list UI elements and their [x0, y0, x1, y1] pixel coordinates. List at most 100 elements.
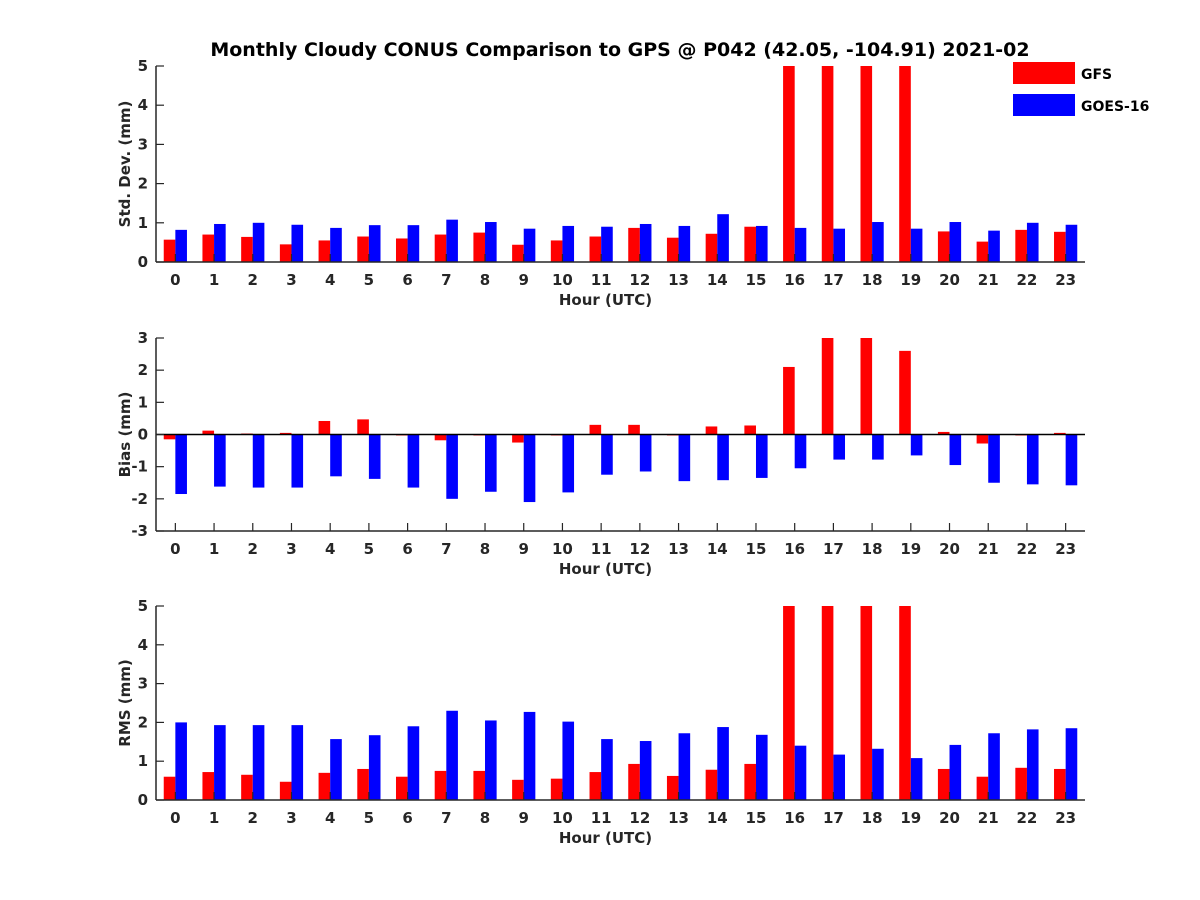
- bar-goes-16-hour-17: [833, 754, 846, 800]
- bar-gfs-hour-15: [744, 425, 756, 435]
- x-tick-label: 3: [286, 809, 296, 827]
- y-tick-label: 0: [138, 426, 148, 444]
- bar-goes-16-hour-6: [407, 434, 420, 488]
- bar-goes-16-hour-10: [562, 721, 575, 800]
- x-tick-label: 10: [552, 809, 573, 827]
- bar-goes-16-hour-7: [446, 219, 458, 262]
- bar-gfs-hour-6: [395, 238, 408, 262]
- bar-gfs-hour-21: [976, 434, 989, 444]
- bar-goes-16-hour-21: [988, 733, 1000, 800]
- bar-gfs-hour-19: [899, 606, 911, 800]
- bar-goes-16-hour-1: [214, 725, 226, 800]
- bar-goes-16-hour-10: [562, 225, 575, 262]
- chart-title: Monthly Cloudy CONUS Comparison to GPS @…: [210, 39, 1029, 61]
- x-tick-label: 15: [746, 271, 767, 289]
- bar-goes-16-hour-17: [833, 434, 846, 460]
- x-tick-label: 16: [784, 809, 805, 827]
- x-tick-label: 5: [364, 271, 374, 289]
- bar-goes-16-hour-5: [368, 434, 381, 479]
- x-tick-label: 3: [286, 271, 296, 289]
- x-tick-label: 11: [591, 540, 612, 558]
- bar-gfs-hour-22: [1015, 767, 1027, 800]
- y-tick-label: 2: [138, 713, 148, 731]
- bar-gfs-hour-7: [434, 234, 447, 262]
- x-tick-label: 5: [364, 540, 374, 558]
- bar-gfs-hour-0: [163, 434, 176, 440]
- x-tick-label: 19: [900, 271, 921, 289]
- bar-goes-16-hour-16: [794, 434, 807, 469]
- x-tick-label: 11: [591, 271, 612, 289]
- bar-goes-16-hour-14: [717, 214, 729, 262]
- y-tick-label: 5: [138, 57, 148, 75]
- bar-gfs-hour-4: [318, 240, 331, 262]
- bar-gfs-hour-11: [589, 424, 602, 435]
- bar-goes-16-hour-9: [523, 434, 536, 503]
- bar-goes-16-hour-3: [291, 224, 304, 262]
- legend-swatch: [1013, 62, 1075, 84]
- bar-gfs-hour-19: [899, 66, 911, 262]
- bar-goes-16-hour-2: [252, 434, 265, 488]
- x-tick-label: 10: [552, 271, 573, 289]
- bar-goes-16-hour-13: [678, 225, 691, 262]
- x-axis-label: Hour (UTC): [559, 829, 652, 847]
- bar-goes-16-hour-12: [639, 223, 652, 262]
- x-tick-label: 16: [784, 271, 805, 289]
- x-tick-label: 10: [552, 540, 573, 558]
- x-tick-label: 23: [1055, 540, 1076, 558]
- bar-goes-16-hour-15: [755, 225, 768, 262]
- bar-gfs-hour-15: [744, 763, 756, 800]
- bar-gfs-hour-16: [783, 606, 795, 800]
- bar-gfs-hour-15: [744, 226, 756, 262]
- bar-goes-16-hour-19: [910, 758, 923, 800]
- x-tick-label: 6: [402, 271, 412, 289]
- x-tick-label: 18: [862, 540, 883, 558]
- bar-goes-16-hour-23: [1065, 224, 1078, 262]
- x-tick-label: 8: [480, 271, 490, 289]
- bar-goes-16-hour-1: [214, 434, 226, 487]
- y-tick-label: -1: [131, 458, 148, 476]
- bar-goes-16-hour-22: [1026, 434, 1039, 485]
- bar-goes-16-hour-21: [988, 230, 1000, 262]
- bar-gfs-hour-18: [860, 66, 873, 262]
- y-tick-label: 2: [138, 175, 148, 193]
- bar-gfs-hour-2: [241, 236, 253, 262]
- bar-goes-16-hour-20: [949, 434, 962, 466]
- bar-goes-16-hour-13: [678, 733, 691, 800]
- bar-gfs-hour-0: [163, 239, 176, 262]
- bar-gfs-hour-13: [666, 775, 679, 800]
- bar-goes-16-hour-12: [639, 434, 652, 472]
- x-tick-label: 22: [1017, 809, 1038, 827]
- x-tick-label: 21: [978, 271, 999, 289]
- bar-gfs-hour-14: [705, 426, 718, 435]
- bar-gfs-hour-0: [163, 776, 176, 800]
- x-tick-label: 4: [325, 271, 335, 289]
- bar-gfs-hour-7: [434, 770, 447, 800]
- x-tick-label: 1: [209, 809, 219, 827]
- bar-gfs-hour-8: [473, 232, 486, 262]
- x-tick-label: 11: [591, 809, 612, 827]
- x-tick-label: 19: [900, 540, 921, 558]
- bar-goes-16-hour-20: [949, 222, 962, 262]
- y-tick-label: 5: [138, 597, 148, 615]
- x-tick-label: 6: [402, 540, 412, 558]
- x-tick-label: 9: [519, 271, 529, 289]
- legend-item-goes-16: GOES-16: [1013, 94, 1149, 116]
- bar-goes-16-hour-11: [601, 226, 613, 262]
- bar-gfs-hour-9: [512, 779, 524, 800]
- x-axis-label: Hour (UTC): [559, 291, 652, 309]
- x-tick-label: 0: [170, 540, 180, 558]
- x-tick-label: 16: [784, 540, 805, 558]
- bar-goes-16-hour-8: [485, 222, 497, 262]
- x-tick-label: 17: [823, 271, 844, 289]
- bar-goes-16-hour-6: [407, 225, 420, 262]
- bar-gfs-hour-3: [279, 244, 292, 262]
- bar-goes-16-hour-14: [717, 434, 729, 481]
- bar-gfs-hour-1: [202, 430, 215, 435]
- x-tick-label: 7: [441, 540, 451, 558]
- bar-goes-16-hour-18: [872, 222, 884, 262]
- bar-goes-16-hour-16: [794, 227, 807, 262]
- bar-gfs-hour-17: [821, 338, 834, 435]
- y-tick-label: 4: [138, 636, 148, 654]
- y-tick-label: 3: [138, 135, 148, 153]
